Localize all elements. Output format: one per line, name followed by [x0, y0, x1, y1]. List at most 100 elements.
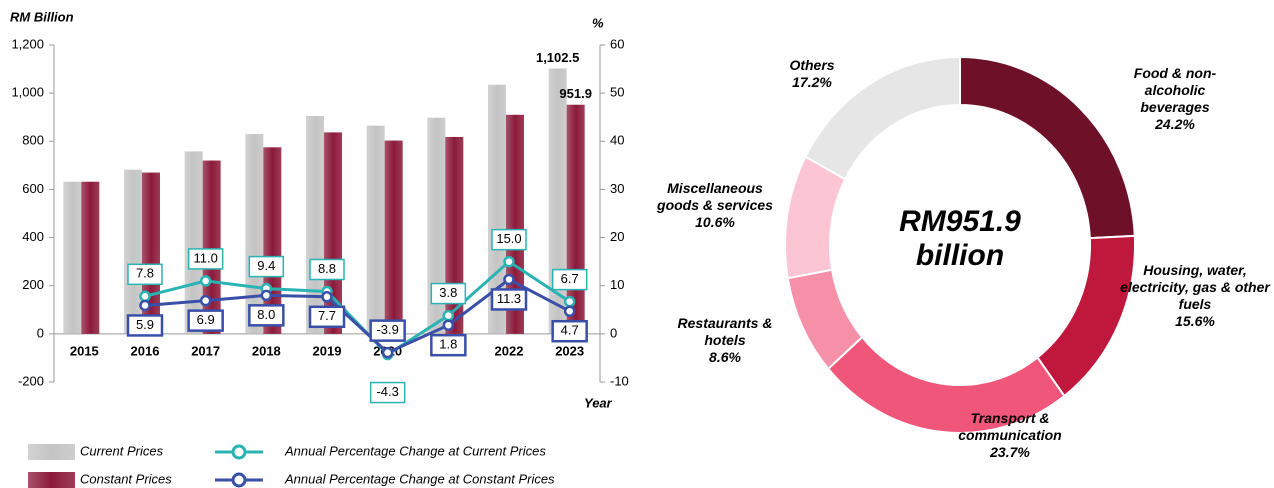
slice-value: 15.6% [1175, 313, 1215, 329]
data-label-box [248, 255, 285, 278]
slice-name: Food & non-alcoholic beverages [1133, 65, 1217, 115]
point [442, 309, 455, 322]
point [563, 305, 576, 317]
data-label: 5.9 [136, 317, 154, 332]
data-label: 3.8 [439, 285, 457, 300]
y2-tick-label: 0 [610, 325, 617, 340]
data-label-box [430, 282, 467, 305]
y2-tick-label: 20 [610, 229, 624, 244]
data-label: 1.8 [439, 337, 457, 352]
data-label-box [490, 288, 528, 311]
slice-name: Transport & communication [958, 410, 1062, 443]
point [321, 291, 333, 303]
bar [384, 140, 403, 334]
data-label: 9.4 [257, 258, 275, 273]
slice-name: Restaurants & hotels [677, 315, 773, 348]
x-axis-title: Year [584, 395, 613, 410]
slice-label: Others 17.2% [772, 57, 852, 91]
point [139, 290, 151, 303]
y-tick-label: -200 [18, 373, 44, 388]
bar [124, 169, 142, 334]
data-label-box [369, 319, 406, 342]
x-tick-label: 2022 [495, 343, 524, 358]
data-label-box [126, 314, 164, 337]
y2-tick-label: 40 [610, 133, 624, 148]
y-tick-label: 400 [22, 229, 44, 244]
data-label: -3.9 [376, 322, 398, 337]
slice-label: Miscellaneous goods & services 10.6% [650, 180, 780, 231]
data-label: 11.3 [497, 291, 521, 306]
legend-marker [231, 472, 247, 488]
bar [184, 151, 203, 334]
slice-value: 8.6% [709, 349, 741, 365]
data-label-box [551, 268, 588, 291]
slice-value: 10.6% [695, 214, 735, 230]
legend-swatch [28, 444, 75, 460]
slice-name: Others [789, 57, 835, 73]
bar [366, 125, 385, 334]
data-label-box [248, 304, 285, 327]
x-tick-label: 2015 [70, 343, 99, 358]
slice-label: Housing, water, electricity, gas & other… [1120, 262, 1270, 330]
data-label: 6.7 [561, 271, 579, 286]
data-label: 1,102.5 [536, 50, 579, 65]
x-tick-label: 2016 [131, 343, 160, 358]
data-label: 951.9 [559, 86, 592, 101]
bar [427, 117, 446, 334]
point [199, 275, 212, 287]
y-tick-label: 1,000 [11, 85, 44, 100]
data-label-box [187, 248, 224, 270]
bar [488, 84, 506, 334]
y2-tick-label: 60 [610, 36, 624, 51]
legend-swatch [28, 472, 75, 488]
x-tick-label: 2018 [252, 343, 281, 358]
data-label: 11.0 [193, 250, 217, 265]
point [503, 273, 515, 286]
slice-label: Food & non-alcoholic beverages 24.2% [1110, 65, 1240, 133]
data-label: 4.7 [561, 323, 579, 338]
x-tick-label: 2023 [555, 343, 584, 358]
slice-label: Transport & communication 23.7% [945, 410, 1075, 461]
data-label: 7.8 [136, 266, 154, 281]
legend-marker [231, 444, 247, 460]
y-tick-label: 1,200 [11, 36, 44, 51]
y-axis-title: RM Billion [10, 9, 74, 24]
data-label-box [430, 333, 467, 357]
x-tick-label: 2017 [191, 343, 220, 358]
data-label: 8.8 [318, 261, 336, 276]
data-label-box [309, 258, 345, 281]
bar [81, 181, 100, 334]
legend-label: Constant Prices [80, 471, 172, 486]
data-label-box [187, 309, 224, 332]
donut-center-label: RM951.9 billion [899, 205, 1021, 272]
bar [63, 181, 82, 334]
slice-name: Miscellaneous goods & services [657, 180, 773, 213]
point [381, 346, 394, 359]
legend-label: Current Prices [80, 443, 164, 458]
slice [804, 55, 961, 181]
y-tick-label: 600 [22, 181, 44, 196]
slice-name: Housing, water, electricity, gas & other… [1120, 262, 1270, 312]
data-label-box [127, 263, 163, 286]
x-tick-label: 2019 [313, 343, 342, 358]
slice-label: Restaurants & hotels 8.6% [660, 315, 790, 366]
y-tick-label: 200 [22, 277, 44, 292]
point [442, 319, 455, 331]
y2-axis-title: % [592, 15, 604, 30]
bar [245, 134, 264, 334]
data-label-box [308, 305, 346, 329]
data-label: 7.7 [318, 308, 336, 323]
data-label-box [551, 319, 588, 343]
data-label-box [491, 228, 527, 251]
point [260, 289, 273, 302]
y-tick-label: 0 [37, 325, 44, 340]
point [199, 294, 212, 307]
data-label: 8.0 [257, 307, 275, 322]
bar [306, 116, 324, 334]
point [139, 299, 151, 312]
data-label: 15.0 [496, 231, 521, 246]
data-label: 6.9 [197, 312, 215, 327]
data-label-box [369, 381, 406, 404]
